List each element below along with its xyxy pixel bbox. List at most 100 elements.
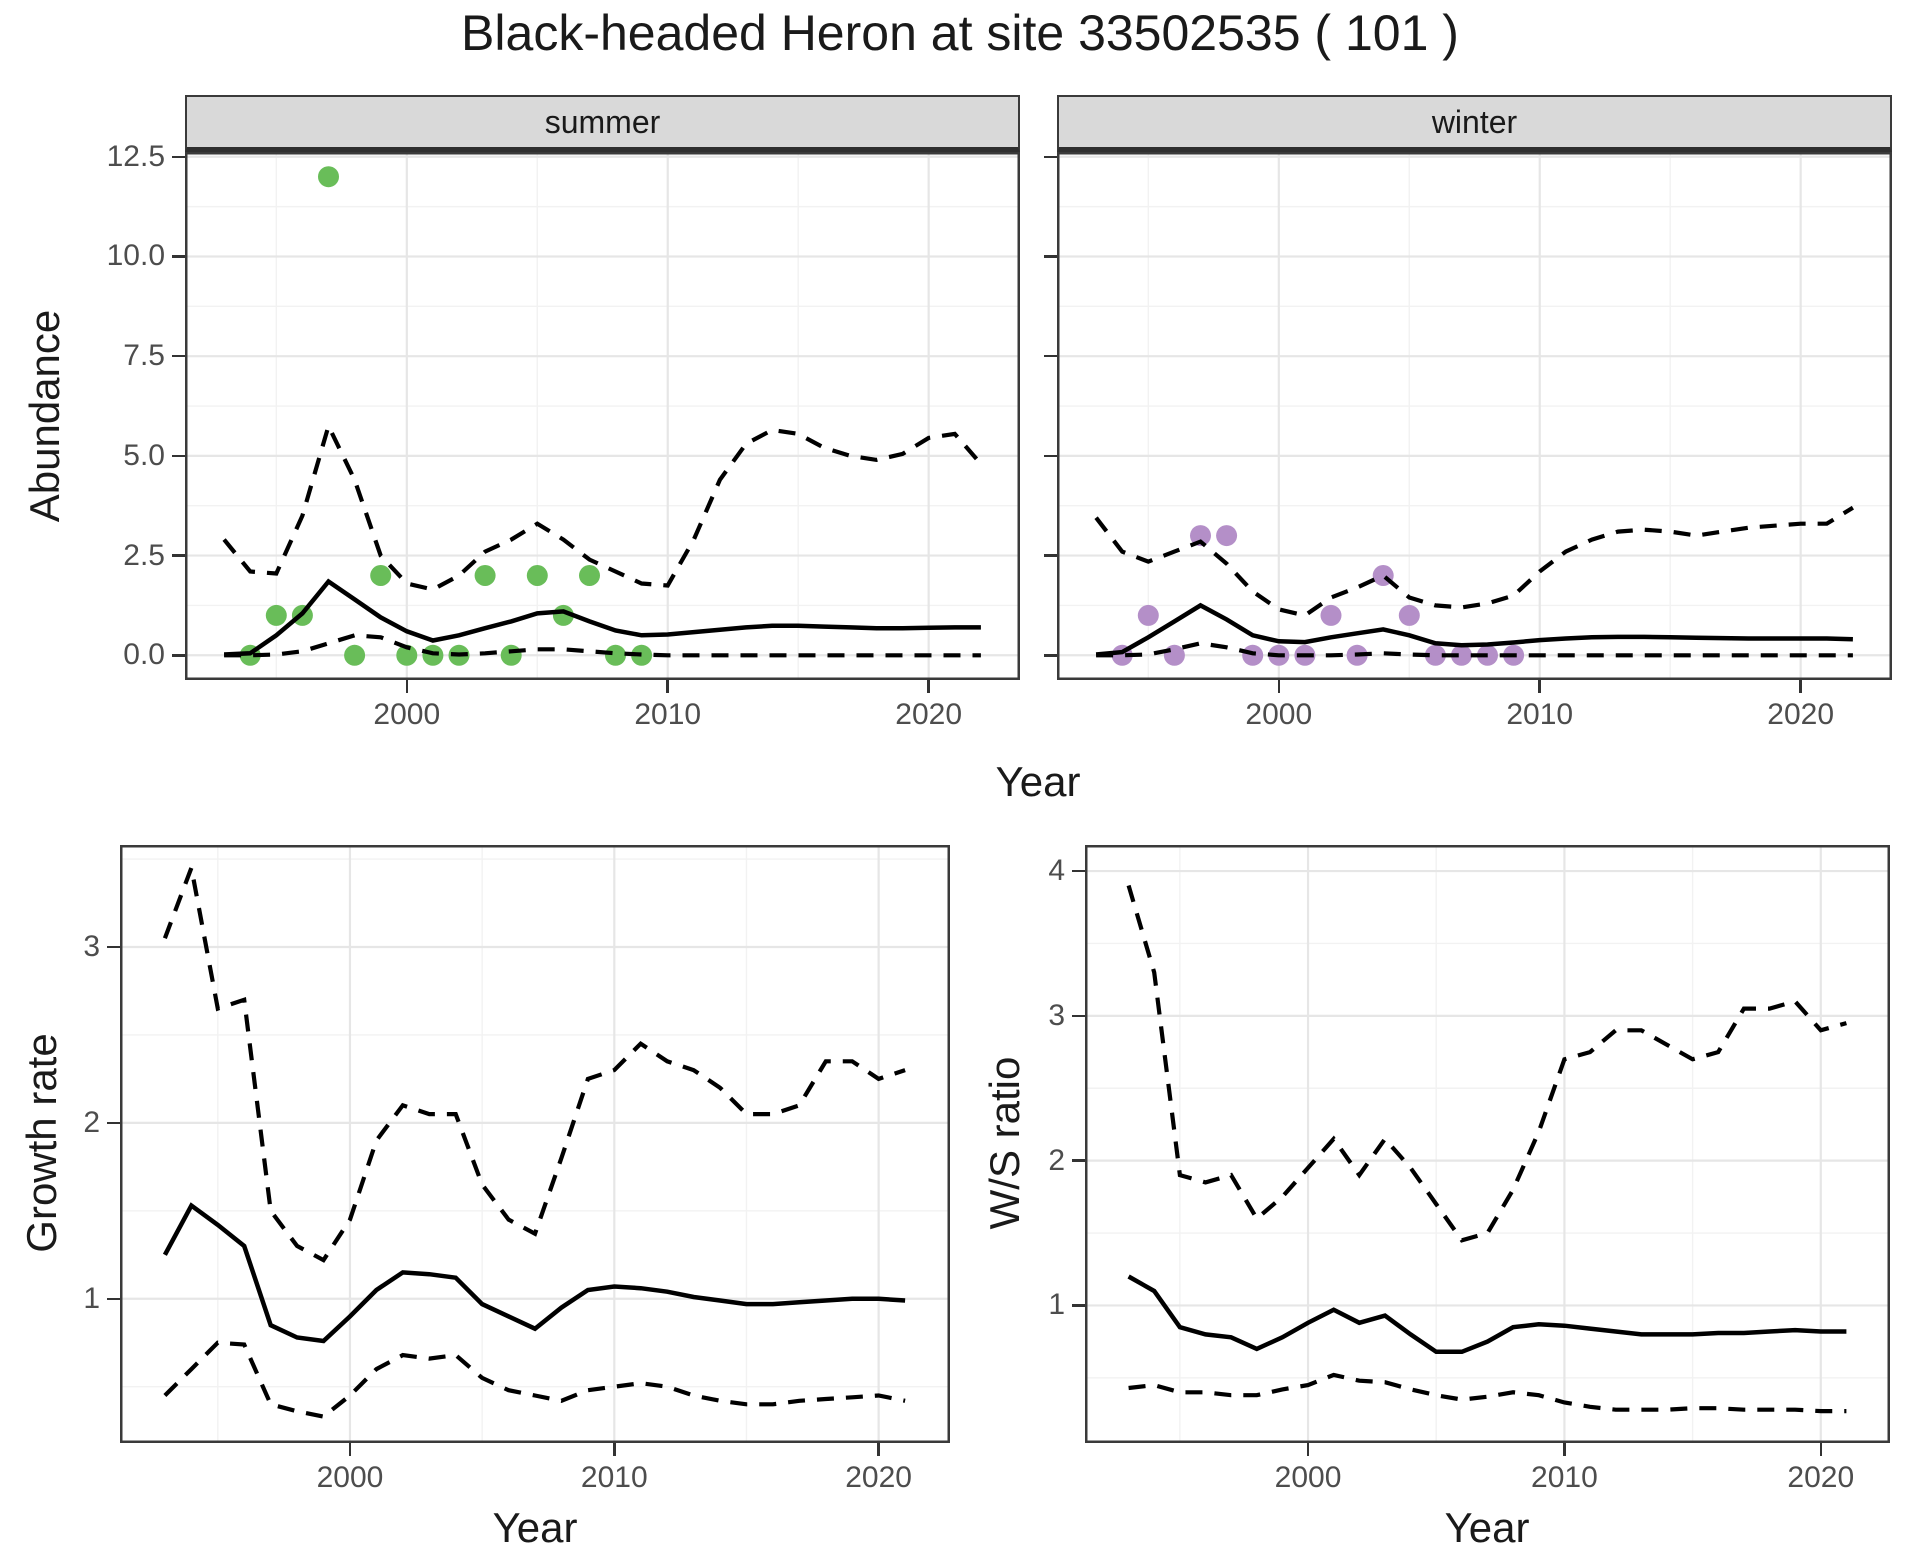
y-tick-label: 1 (1048, 1288, 1065, 1322)
y-tick-label: 2 (83, 1105, 100, 1139)
y-tick-mark (1044, 155, 1057, 159)
y-tick-mark (1044, 654, 1057, 657)
x-tick-label: 2000 (373, 698, 441, 731)
y-tick-mark (1072, 869, 1085, 873)
y-tick-mark (172, 255, 185, 258)
abundance_winter-mean-line (1095, 602, 1853, 657)
x-tick-label: 2020 (1787, 1461, 1855, 1494)
y-tick-label: 0.0 (123, 638, 165, 672)
abundance_summer-lower_ci-line (224, 633, 981, 658)
y-tick-label: 3 (83, 930, 100, 963)
y-tick-label: 10.0 (106, 239, 165, 273)
data-point (1424, 644, 1446, 666)
ws_ratio-lower_ci-line (1128, 1372, 1847, 1414)
abundance_summer-upper_ci-line (222, 420, 983, 592)
panel-abundance-summer (185, 152, 1020, 680)
data-point (396, 644, 418, 666)
x-tick-mark (405, 680, 409, 693)
y-tick-mark (107, 1297, 120, 1301)
abundance_winter-lower_ci-line (1096, 641, 1853, 658)
y-tick-mark (1072, 1159, 1085, 1162)
y-tick-mark (1044, 554, 1057, 557)
growth_rate-plot-svg (120, 845, 950, 1443)
growth_rate-lower_ci-line (163, 1340, 906, 1419)
y-tick-mark (1072, 1014, 1085, 1018)
data-point (370, 565, 392, 586)
x-axis-title-ws: Year (1444, 1504, 1530, 1551)
growth_rate-mean-line (162, 1202, 906, 1344)
ws_ratio-plot-svg (1085, 845, 1890, 1443)
y-tick-mark (107, 1121, 120, 1125)
x-tick-label: 2020 (895, 698, 963, 731)
y-tick-label: 2.5 (123, 538, 165, 572)
y-axis-title-abundance: Abundance (21, 309, 68, 523)
x-tick-label: 2010 (1506, 698, 1574, 731)
y-tick-label: 7.5 (123, 339, 165, 373)
data-point (318, 166, 339, 188)
panel-growth-rate (120, 845, 950, 1443)
x-tick-label: 2000 (1274, 1461, 1342, 1494)
chart-title: Black-headed Heron at site 33502535 ( 10… (461, 5, 1459, 61)
x-tick-mark (1819, 1443, 1823, 1456)
x-axis-title-top: Year (995, 758, 1081, 805)
data-point (1451, 644, 1472, 666)
y-tick-label: 3 (1048, 998, 1065, 1032)
x-tick-label: 2010 (580, 1461, 648, 1494)
x-tick-mark (666, 680, 669, 693)
y-tick-label: 4 (1048, 854, 1065, 888)
x-tick-mark (927, 680, 930, 693)
abundance_summer-plot-svg (185, 152, 1020, 680)
x-tick-label: 2000 (316, 1461, 384, 1494)
y-tick-label: 1 (83, 1281, 100, 1315)
data-point (526, 565, 548, 586)
x-tick-mark (348, 1443, 352, 1456)
x-tick-mark (613, 1443, 616, 1456)
x-tick-mark (877, 1443, 880, 1456)
data-point (631, 644, 653, 666)
y-tick-mark (172, 554, 185, 557)
abundance_summer-mean-line (223, 578, 981, 657)
data-point (579, 565, 600, 586)
data-point (265, 604, 287, 626)
data-point (1163, 644, 1185, 666)
abundance_winter-plot-svg (1057, 152, 1892, 680)
y-tick-mark (1044, 454, 1057, 458)
x-tick-mark (1538, 680, 1541, 693)
x-tick-mark (1799, 680, 1802, 693)
data-point (1320, 604, 1342, 626)
x-tick-mark (1563, 1443, 1566, 1456)
data-point (1137, 604, 1159, 626)
y-tick-label: 5.0 (123, 438, 165, 472)
panel-ws-ratio (1085, 845, 1890, 1443)
abundance_winter-upper_ci-line (1094, 505, 1854, 618)
y-tick-mark (1072, 1304, 1085, 1307)
data-point (1216, 525, 1238, 547)
y-tick-label: 2 (1048, 1143, 1065, 1177)
x-tick-label: 2010 (634, 698, 702, 731)
y-tick-label: 12.5 (106, 139, 165, 173)
ws_ratio-mean-line (1127, 1274, 1847, 1355)
y-tick-mark (172, 654, 185, 657)
x-tick-label: 2020 (845, 1461, 912, 1494)
facet-strip-summer: summer (185, 95, 1020, 152)
y-tick-mark (107, 945, 120, 949)
data-point (1190, 525, 1211, 547)
x-tick-label: 2010 (1531, 1461, 1598, 1494)
y-tick-mark (172, 155, 185, 159)
x-axis-title-growth: Year (492, 1504, 578, 1551)
data-point (605, 644, 626, 666)
y-tick-mark (172, 454, 185, 458)
y-axis-title-growth: Growth rate (18, 1033, 65, 1253)
data-point (344, 644, 366, 666)
y-tick-mark (1044, 354, 1057, 358)
data-point (1398, 604, 1420, 626)
facet-strip-winter: winter (1057, 95, 1892, 152)
y-tick-mark (1044, 255, 1057, 258)
ws_ratio-upper_ci-line (1126, 884, 1847, 1243)
y-tick-mark (172, 354, 185, 358)
panel-abundance-winter (1057, 152, 1892, 680)
data-point (474, 565, 496, 586)
x-tick-label: 2020 (1767, 698, 1835, 731)
x-tick-mark (1306, 1443, 1310, 1456)
